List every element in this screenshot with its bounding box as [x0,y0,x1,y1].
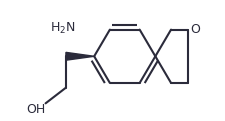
Polygon shape [66,52,94,60]
Text: H$_2$N: H$_2$N [50,21,75,36]
Text: OH: OH [26,103,45,116]
Text: O: O [189,23,199,36]
